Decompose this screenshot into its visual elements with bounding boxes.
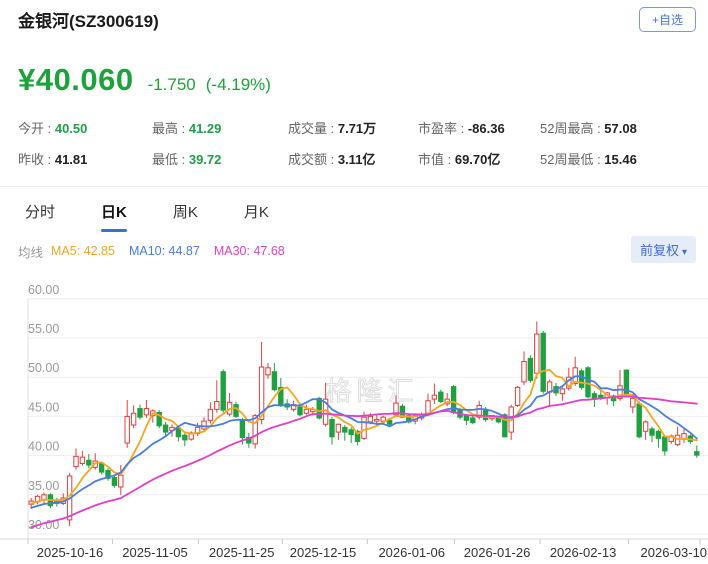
stat-52周最低: 52周最低 : 15.46 [540, 149, 700, 168]
svg-text:2026-02-13: 2026-02-13 [550, 545, 617, 560]
stat-value: -86.36 [467, 121, 505, 136]
stat-最高: 最高 : 41.29 [152, 118, 288, 137]
ma-legend-title: 均线 [18, 245, 44, 260]
stat-今开: 今开 : 40.50 [18, 118, 152, 137]
current-price: ¥40.060 [18, 62, 134, 97]
ma-legend-MA10: MA10: 44.87 [128, 244, 200, 258]
tab-日K[interactable]: 日K [101, 201, 127, 232]
svg-text:60.00: 60.00 [28, 284, 59, 297]
add-watchlist-button[interactable]: +自选 [638, 7, 696, 32]
ma-legend-row: 均线 MA5: 42.85 MA10: 44.87 MA30: 47.68 前复权 ▾ [0, 232, 708, 263]
section-divider [0, 186, 708, 187]
stat-column: 最高 : 41.29 最低 : 39.72 [152, 118, 288, 168]
stat-value: 69.70亿 [454, 152, 501, 167]
svg-text:2025-11-25: 2025-11-25 [209, 545, 275, 560]
tab-月K[interactable]: 月K [243, 204, 269, 221]
stock-title: 金银河(SZ300619) [18, 12, 159, 31]
stat-昨收: 昨收 : 41.81 [18, 149, 152, 168]
svg-text:2025-11-05: 2025-11-05 [122, 545, 188, 560]
candlestick-svg: 60.0055.0050.0045.0040.0035.0030.00格隆汇20… [0, 284, 708, 560]
stat-label: 市盈率 : [418, 121, 468, 136]
stat-成交额: 成交额 : 3.11亿 [288, 149, 418, 168]
watermark: 格隆汇 [325, 376, 418, 406]
stat-column: 市盈率 : -86.36 市值 : 69.70亿 [418, 118, 540, 168]
tab-分时[interactable]: 分时 [25, 204, 56, 221]
stat-市盈率: 市盈率 : -86.36 [418, 118, 540, 137]
stat-label: 成交额 : [288, 152, 338, 167]
price-row: ¥40.060 -1.750 (-4.19%) [0, 40, 708, 98]
svg-text:55.00: 55.00 [28, 322, 59, 336]
stat-column: 成交量 : 7.71万 成交额 : 3.11亿 [288, 118, 418, 168]
stat-value: 41.81 [54, 152, 88, 167]
quote-stats-grid: 今开 : 40.50 昨收 : 41.81 最高 : 41.29 最低 : 39.72… [0, 98, 708, 168]
stat-label: 52周最高 : [540, 121, 605, 136]
ma-legend-MA30: MA30: 47.68 [213, 244, 285, 258]
stat-市值: 市值 : 69.70亿 [418, 149, 540, 168]
stat-成交量: 成交量 : 7.71万 [288, 118, 418, 137]
stat-value: 7.71万 [337, 121, 377, 136]
stat-value: 41.29 [188, 121, 222, 136]
svg-text:2026-03-10: 2026-03-10 [641, 545, 708, 560]
ma-legend-items: MA5: 42.85 MA10: 44.87 MA30: 47.68 [51, 242, 299, 260]
stat-最低: 最低 : 39.72 [152, 149, 288, 168]
stat-label: 最低 : [152, 152, 189, 167]
stat-value: 15.46 [604, 152, 637, 167]
svg-text:50.00: 50.00 [28, 361, 59, 375]
stat-column: 52周最高 : 57.08 52周最低 : 15.46 [540, 118, 700, 168]
svg-text:2025-10-16: 2025-10-16 [37, 545, 104, 560]
stat-value: 40.50 [54, 121, 88, 136]
stat-value: 57.08 [604, 121, 637, 136]
svg-text:2026-01-06: 2026-01-06 [378, 545, 445, 560]
quote-header: 金银河(SZ300619) +自选 [0, 0, 708, 40]
stat-column: 今开 : 40.50 昨收 : 41.81 [18, 118, 152, 168]
tab-周K[interactable]: 周K [172, 204, 198, 221]
stat-value: 39.72 [188, 152, 222, 167]
stat-value: 3.11亿 [337, 152, 376, 167]
kline-chart[interactable]: 60.00 55.00 50.00 45.00 40.00 35.00 30.00 格隆汇 20… [0, 284, 708, 564]
svg-text:2025-12-15: 2025-12-15 [290, 545, 357, 560]
svg-text:2026-01-26: 2026-01-26 [464, 545, 531, 560]
stat-52周最高: 52周最高 : 57.08 [540, 118, 700, 137]
period-tabs: 分时 日K 周K 月K [0, 187, 708, 232]
ma-legend-MA5: MA5: 42.85 [51, 244, 115, 258]
stat-label: 昨收 : [18, 152, 55, 167]
stat-label: 市值 : [418, 152, 455, 167]
price-change: -1.750 [147, 75, 196, 94]
stat-label: 今开 : [18, 121, 55, 136]
adjust-mode-dropdown[interactable]: 前复权 ▾ [630, 236, 696, 263]
chevron-down-icon: ▾ [681, 247, 687, 258]
price-change-percent: (-4.19%) [205, 75, 271, 94]
stat-label: 最高 : [152, 121, 189, 136]
svg-text:35.00: 35.00 [28, 479, 59, 493]
svg-text:45.00: 45.00 [28, 400, 59, 414]
stat-label: 成交量 : [288, 121, 338, 136]
adjust-mode-label: 前复权 [639, 243, 679, 258]
svg-text:40.00: 40.00 [28, 440, 59, 454]
stat-label: 52周最低 : [540, 152, 605, 167]
